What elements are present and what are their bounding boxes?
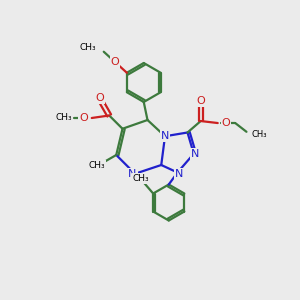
Text: O: O [79,113,88,123]
Text: N: N [128,169,137,179]
Text: N: N [175,169,183,179]
Text: N: N [191,149,199,159]
Text: O: O [196,96,205,106]
Text: CH₃: CH₃ [80,43,96,52]
Text: N: N [161,131,169,141]
Text: O: O [95,93,104,103]
Text: O: O [221,118,230,128]
Text: CH₃: CH₃ [251,130,267,139]
Text: CH₃: CH₃ [89,161,105,170]
Text: CH₃: CH₃ [133,174,149,183]
Text: CH₃: CH₃ [56,113,73,122]
Text: O: O [110,57,119,67]
